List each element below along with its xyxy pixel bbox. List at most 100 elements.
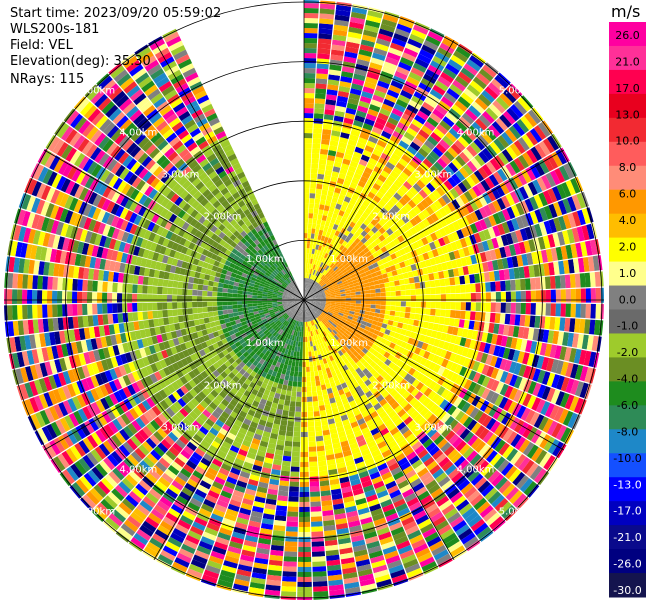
range-gate: [501, 131, 514, 146]
range-gate: [412, 24, 429, 35]
range-gate: [321, 133, 331, 141]
range-gate: [436, 356, 445, 366]
range-gate: [413, 224, 422, 233]
range-gate: [471, 395, 481, 407]
range-gate: [361, 320, 368, 326]
range-gate: [433, 175, 444, 186]
range-gate: [316, 385, 322, 392]
range-gate: [339, 329, 345, 335]
range-gate: [381, 182, 391, 192]
range-gate: [485, 302, 491, 312]
range-gate: [349, 160, 359, 169]
range-gate: [478, 341, 486, 353]
range-gate: [310, 285, 314, 291]
range-gate: [338, 238, 345, 245]
range-gate: [361, 34, 377, 43]
range-gate: [346, 327, 353, 333]
range-gate: [304, 18, 319, 24]
range-gate: [486, 365, 495, 378]
range-gate: [465, 108, 478, 122]
range-gate: [381, 18, 397, 28]
range-gate: [314, 292, 320, 296]
range-gate: [497, 152, 510, 166]
range-gate: [511, 255, 519, 268]
range-gate: [334, 219, 341, 226]
range-gate: [389, 310, 396, 316]
range-gate: [394, 250, 402, 258]
range-gate: [336, 146, 346, 154]
range-gate: [390, 196, 399, 205]
range-gate: [509, 417, 521, 431]
range-gate: [409, 226, 418, 236]
range-gate: [509, 83, 523, 97]
range-gate: [493, 345, 501, 357]
range-gate: [352, 78, 365, 86]
range-gate: [284, 374, 290, 381]
range-gate: [465, 404, 476, 416]
range-gate: [465, 293, 471, 302]
range-gate: [368, 347, 376, 354]
range-gate: [535, 290, 542, 303]
range-gate: [337, 271, 344, 277]
range-gate: [305, 300, 311, 302]
range-gate: [444, 277, 451, 286]
range-gate: [315, 303, 321, 306]
range-gate: [536, 384, 547, 399]
range-gate: [304, 143, 312, 149]
range-gate: [305, 295, 310, 299]
range-gate: [528, 239, 536, 252]
range-gate: [418, 189, 428, 199]
range-gate: [555, 391, 566, 406]
range-gate: [305, 298, 311, 300]
range-gate: [509, 314, 516, 326]
range-gate: [534, 143, 547, 159]
range-gate: [454, 139, 466, 152]
range-gate: [288, 496, 299, 502]
range-gate: [520, 115, 534, 131]
range-gate: [305, 288, 308, 294]
range-gate: [283, 405, 290, 411]
range-gate: [350, 295, 356, 298]
range-gate: [374, 312, 380, 318]
range-gate: [447, 223, 456, 233]
range-gate: [349, 182, 358, 190]
range-gate: [361, 91, 373, 99]
range-gate: [511, 218, 520, 231]
range-gate: [406, 324, 413, 332]
range-gate: [311, 526, 323, 532]
range-gate: [443, 225, 452, 235]
range-gate: [395, 290, 401, 296]
range-gate: [385, 266, 392, 273]
range-gate: [420, 366, 429, 375]
range-gate: [320, 296, 326, 299]
range-gate: [469, 173, 480, 185]
range-gate: [504, 372, 514, 385]
range-gate: [441, 38, 458, 50]
range-gate: [296, 396, 302, 402]
range-gate: [372, 148, 383, 157]
range-gate: [374, 255, 382, 262]
range-gate: [380, 301, 386, 306]
range-gate: [366, 71, 380, 81]
range-gate: [426, 182, 436, 193]
range-gate: [502, 324, 510, 336]
range-gate: [570, 288, 577, 303]
range-gate: [499, 313, 506, 324]
range-gate: [581, 208, 591, 224]
range-gate: [458, 355, 467, 366]
range-gate: [455, 155, 467, 167]
range-gate: [445, 301, 451, 310]
range-gate: [327, 84, 339, 91]
range-gate: [316, 440, 325, 447]
range-gate: [341, 240, 348, 247]
range-gate: [509, 374, 518, 387]
range-gate: [525, 290, 532, 303]
range-gate: [430, 294, 436, 302]
range-gate: [497, 210, 507, 223]
range-gate: [319, 292, 325, 295]
range-gate: [304, 293, 306, 299]
range-gate: [440, 154, 452, 165]
range-gate: [492, 225, 501, 237]
range-gate: [305, 288, 307, 294]
range-gate: [323, 308, 329, 312]
